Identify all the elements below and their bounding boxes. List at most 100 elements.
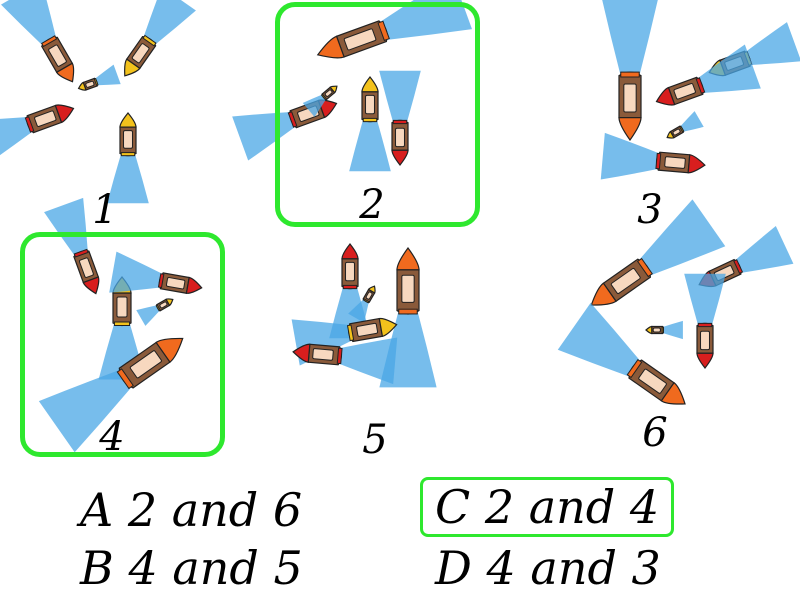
boat-cabin (85, 80, 95, 88)
boat-stern (626, 358, 643, 379)
boat (645, 320, 683, 340)
water-wake (746, 22, 800, 65)
boat-bow (396, 246, 420, 271)
boat-bow (618, 117, 642, 142)
boat-bow (82, 276, 100, 295)
boat (602, 0, 658, 142)
boat (348, 285, 376, 323)
answer-text: 4 and 3 (486, 541, 661, 595)
boat-cabin (664, 156, 686, 169)
water-wake (136, 305, 160, 326)
boat-cabin (610, 267, 641, 294)
boat-bow (329, 85, 338, 94)
boat-cabin (48, 44, 67, 67)
boat-bow (378, 317, 398, 337)
boat-bow (361, 76, 379, 93)
boat-bow (54, 104, 75, 124)
boats-drawing (600, 0, 800, 180)
water-wake (348, 299, 369, 323)
boat (349, 76, 391, 172)
boat (600, 132, 706, 180)
boat-bow (119, 112, 137, 128)
water-wake (143, 0, 196, 45)
boat-bow (185, 276, 203, 294)
answer-letter: C (435, 480, 471, 534)
water-wake (339, 337, 398, 385)
water-wake (602, 0, 658, 74)
puzzle-panel-1[interactable]: 1 (0, 0, 210, 230)
boat-cabin (312, 348, 334, 361)
boat-bow (655, 86, 676, 106)
water-wake (109, 251, 162, 293)
boat-stern (41, 35, 58, 48)
boat-cabin (131, 43, 150, 64)
boat (136, 298, 174, 326)
boats-drawing (557, 199, 794, 405)
answer-option-a[interactable]: A 2 and 6 (80, 487, 302, 533)
answer-option-d[interactable]: D 4 and 3 (435, 545, 661, 591)
boat (379, 70, 421, 166)
boat-stern (377, 20, 390, 42)
boats-drawing (0, 0, 196, 204)
boat (0, 0, 75, 83)
boat-stern (697, 322, 713, 328)
water-wake (600, 132, 659, 180)
water-wake (38, 370, 131, 453)
boat-stern (287, 111, 298, 128)
water-wake (0, 117, 32, 166)
boat-cabin (652, 327, 661, 333)
boat (0, 104, 75, 166)
boat-stern (116, 368, 134, 390)
water-wake (698, 44, 761, 93)
boat-stern (120, 152, 136, 157)
boat-cabin (365, 291, 373, 300)
boat-stern (320, 93, 328, 101)
boat-cabin (700, 330, 710, 351)
answer-option-c[interactable]: C 2 and 4 (420, 477, 675, 537)
water-wake (381, 0, 473, 40)
boat-stern (24, 116, 35, 133)
boat-bow (391, 149, 409, 166)
puzzle-panel-5[interactable]: 5 (280, 232, 480, 460)
water-wake (302, 94, 326, 117)
boat-cabin (324, 89, 333, 97)
panel-number: 1 (92, 187, 118, 233)
boat-bow (77, 81, 87, 91)
water-wake (0, 0, 56, 45)
boat-cabin (123, 130, 133, 149)
boat (590, 199, 726, 306)
boat-cabin (165, 277, 186, 290)
water-wake (684, 273, 726, 325)
boat (124, 0, 196, 77)
water-wake (379, 70, 421, 122)
boat-cabin (672, 128, 681, 136)
puzzle-panel-3[interactable]: 3 (560, 0, 800, 230)
puzzle-panel-2[interactable]: 2 (232, 0, 480, 227)
answer-text: 4 and 5 (128, 541, 303, 595)
boat-stern (113, 321, 131, 326)
boat-stern (73, 248, 89, 258)
boat-cabin (78, 257, 94, 278)
puzzle-panel-6[interactable]: 6 (555, 199, 794, 456)
boat-bow (660, 381, 686, 405)
boat-stern (398, 308, 418, 315)
boat-bow (165, 298, 174, 307)
boat-cabin (395, 127, 405, 148)
boat-cabin (623, 83, 637, 113)
panel-number: 6 (642, 410, 668, 456)
boat-bow (317, 99, 338, 119)
boat (666, 111, 704, 139)
water-wake (557, 302, 640, 377)
boat-stern (661, 326, 664, 334)
boat-bow (124, 58, 141, 77)
boat (292, 337, 398, 385)
water-wake (44, 197, 88, 256)
puzzle-panel-4[interactable]: 4 (20, 197, 225, 457)
panel-number: 3 (637, 187, 663, 233)
boat-bow (687, 154, 706, 174)
boat-stern (346, 324, 355, 342)
boat-cabin (159, 301, 168, 309)
answer-option-b[interactable]: B 4 and 5 (80, 545, 303, 591)
boat (44, 197, 100, 295)
boat-stern (155, 304, 161, 312)
